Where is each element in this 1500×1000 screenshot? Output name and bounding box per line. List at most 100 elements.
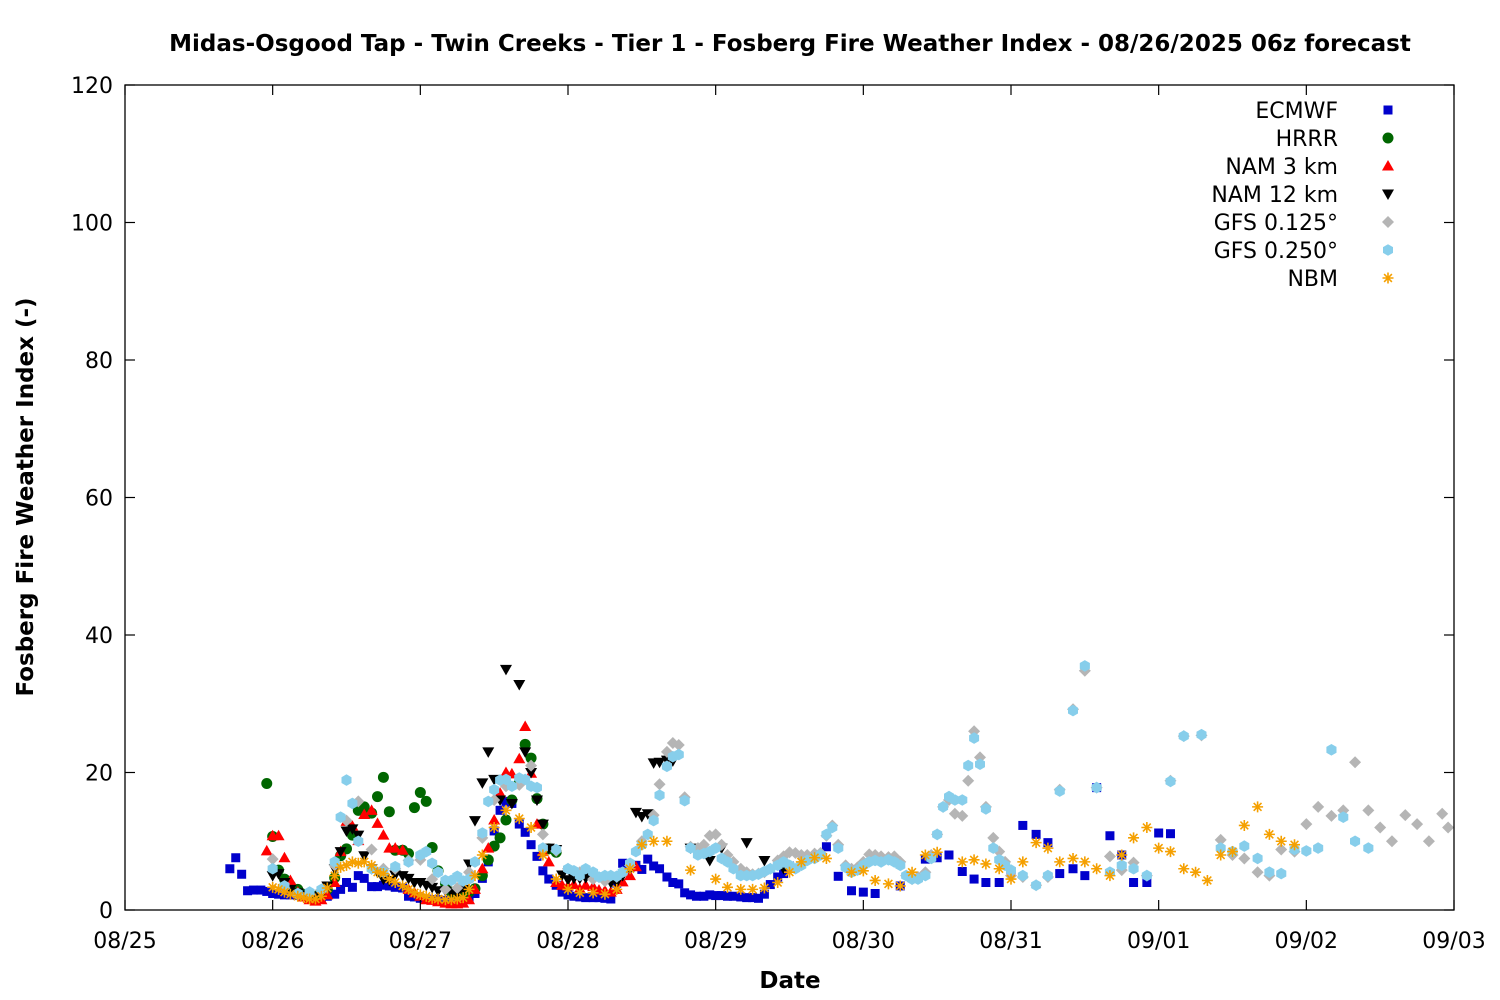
point-gfs-0-250: [980, 803, 991, 815]
point-nam-3-km: [542, 855, 555, 867]
legend-label-hrrr: HRRR: [1276, 127, 1338, 152]
point-gfs-0-125: [1436, 807, 1449, 820]
point-ecmwf: [501, 796, 511, 806]
point-gfs-0-250: [1363, 842, 1374, 854]
point-nam-3-km: [476, 862, 489, 874]
point-gfs-0-250: [421, 845, 432, 858]
point-nam-12-km: [703, 856, 716, 867]
point-nbm: [298, 892, 310, 904]
point-hrrr: [377, 771, 389, 783]
point-nbm: [587, 887, 599, 899]
point-ecmwf: [1142, 878, 1152, 887]
point-nbm: [278, 886, 290, 898]
point-gfs-0-250: [1350, 835, 1361, 847]
point-nam-3-km: [272, 829, 285, 841]
point-nbm: [267, 881, 279, 893]
point-gfs-0-250: [1301, 845, 1312, 857]
point-gfs-0-125: [1325, 809, 1338, 822]
point-nbm: [445, 894, 457, 906]
point-nam-3-km: [260, 844, 273, 856]
point-gfs-0-125: [956, 809, 969, 822]
point-nbm: [1030, 837, 1042, 849]
point-nbm: [537, 849, 549, 861]
point-ecmwf: [674, 879, 684, 889]
point-nbm: [469, 870, 481, 882]
point-hrrr: [420, 795, 432, 807]
point-gfs-0-250: [975, 758, 985, 770]
point-nbm: [931, 846, 943, 858]
point-ecmwf: [753, 893, 763, 903]
point-nbm: [1275, 835, 1287, 847]
point-ecmwf: [373, 882, 383, 892]
point-nbm: [321, 882, 333, 894]
legend-label-gfs-0-125: GFS 0.125°: [1214, 211, 1338, 236]
point-gfs-0-250: [988, 842, 999, 854]
point-nam-12-km: [653, 757, 666, 769]
point-ecmwf: [1105, 831, 1115, 841]
point-gfs-0-125: [962, 774, 975, 787]
point-gfs-0-250: [574, 869, 585, 882]
point-nbm: [1079, 856, 1091, 868]
point-nbm: [1017, 856, 1029, 868]
chart-title: Midas-Osgood Tap - Twin Creeks - Tier 1 …: [169, 31, 1411, 57]
point-ecmwf: [526, 840, 536, 850]
point-ecmwf: [557, 887, 567, 897]
point-ecmwf: [532, 851, 542, 861]
point-hrrr: [494, 832, 506, 844]
point-ecmwf: [833, 871, 843, 881]
point-hrrr: [372, 791, 384, 803]
point-nam-3-km: [519, 720, 532, 731]
y-axis-label: Fosberg Fire Weather Index (-): [13, 297, 39, 696]
point-ecmwf: [1165, 829, 1175, 839]
point-nam-12-km: [513, 680, 526, 691]
y-tick-label: 80: [85, 349, 113, 374]
point-nbm: [358, 856, 370, 868]
point-nbm: [1227, 846, 1238, 858]
point-nbm: [919, 849, 931, 861]
point-gfs-0-125: [1385, 835, 1398, 848]
point-gfs-0-125: [525, 759, 538, 772]
point-ecmwf: [347, 882, 357, 892]
point-nbm: [1238, 819, 1250, 831]
point-nbm: [377, 868, 389, 880]
point-hrrr: [383, 806, 395, 818]
point-gfs-0-125: [536, 828, 549, 841]
point-gfs-0-125: [1399, 809, 1412, 822]
point-nam-12-km: [482, 747, 495, 758]
point-gfs-0-125: [1238, 852, 1251, 865]
point-ecmwf: [1031, 829, 1041, 839]
point-nbm: [304, 893, 316, 905]
point-nbm: [309, 893, 321, 905]
point-ecmwf: [637, 864, 647, 874]
legend-label-nam-3-km: NAM 3 km: [1225, 155, 1338, 180]
point-nam-12-km: [334, 847, 347, 858]
point-nam-12-km: [468, 816, 481, 827]
point-gfs-0-250: [551, 843, 562, 856]
point-nam-12-km: [476, 778, 489, 789]
point-gfs-0-250: [833, 842, 844, 854]
point-ecmwf: [969, 874, 979, 884]
point-ecmwf: [957, 867, 967, 876]
legend-marker-gfs-0-250: [1383, 244, 1393, 256]
point-gfs-0-250: [506, 780, 517, 792]
point-ecmwf: [495, 805, 505, 815]
point-nam-3-km: [513, 752, 526, 764]
point-gfs-0-250: [821, 828, 832, 841]
point-nbm: [772, 877, 784, 888]
point-nbm: [574, 887, 586, 899]
point-nbm: [1190, 866, 1202, 878]
point-gfs-0-250: [827, 821, 838, 834]
point-nbm: [1067, 852, 1079, 864]
point-ecmwf: [699, 891, 709, 901]
point-nam-12-km: [346, 824, 359, 835]
point-nbm: [968, 854, 980, 866]
point-nbm: [846, 866, 858, 878]
point-nbm: [1104, 870, 1116, 882]
y-tick-label: 0: [99, 899, 113, 924]
point-gfs-0-250: [1031, 879, 1042, 891]
point-nbm: [1252, 801, 1264, 813]
point-ecmwf: [225, 864, 235, 874]
legend-label-ecmwf: ECMWF: [1255, 99, 1338, 124]
y-tick-label: 20: [85, 762, 113, 787]
